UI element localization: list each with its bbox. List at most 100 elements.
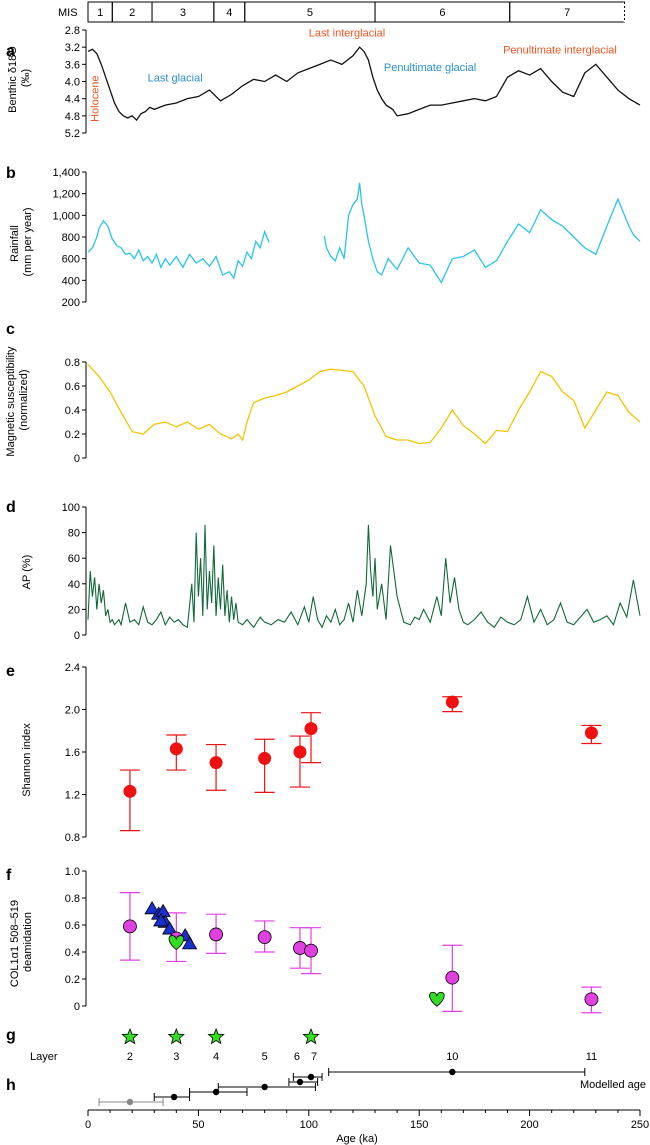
y-tick-label-d: 80 bbox=[68, 528, 80, 540]
y-tick-label-f: 1.0 bbox=[65, 866, 80, 878]
age-point bbox=[296, 1078, 304, 1086]
ylabel-b: Rainfall (mm per year) bbox=[9, 207, 34, 276]
y-ticks-e: 0.8 1.2 1.6 2.0 2.4 bbox=[65, 662, 87, 844]
layer-labels: 2 3 4 5 6 7 10 11 bbox=[127, 1051, 597, 1063]
mis-stage-6: 6 bbox=[439, 7, 445, 19]
x-tick-label: 0 bbox=[85, 1119, 91, 1131]
y-tick-label-c: 0.4 bbox=[65, 405, 80, 417]
panel-letter-h: h bbox=[6, 1077, 16, 1094]
y-tick-label-b: 1,200 bbox=[52, 189, 80, 201]
layer-label: Layer bbox=[30, 1051, 58, 1063]
ylabel-c: Magnetic susceptibility (normalized) bbox=[5, 343, 30, 456]
y-tick-label-a: 5.2 bbox=[65, 128, 80, 140]
panel-letter-d: d bbox=[6, 499, 16, 516]
panel-letter-e: e bbox=[6, 663, 15, 680]
y-tick-label-d: 0 bbox=[74, 630, 80, 642]
layer-label-7: 7 bbox=[311, 1051, 317, 1063]
heart-marker bbox=[429, 991, 445, 1007]
ylabel-a: Benthic δ18O (‰) bbox=[7, 43, 32, 113]
y-tick-label-d: 100 bbox=[62, 502, 80, 514]
age-point bbox=[170, 1093, 178, 1101]
point-deamidation bbox=[123, 919, 137, 934]
line-magnetic-susceptibility bbox=[87, 363, 641, 445]
x-tick-label: 50 bbox=[192, 1119, 204, 1131]
x-axis: 0 50 100 150 200 250 bbox=[85, 1109, 649, 1131]
panel-letter-g: g bbox=[6, 1027, 16, 1044]
ylabel-f-line1: COL1α1 508–519 bbox=[9, 900, 21, 987]
y-tick-label-a: 4.4 bbox=[65, 94, 80, 106]
mis-stage-boxes: 1 2 3 4 5 6 7 bbox=[87, 1, 626, 23]
point-shannon bbox=[304, 722, 318, 736]
age-point bbox=[126, 1098, 134, 1106]
y-tick-label-b: 800 bbox=[62, 232, 80, 244]
age-point bbox=[449, 1068, 456, 1076]
mis-stage-5: 5 bbox=[307, 7, 313, 19]
panel-letter-c: c bbox=[6, 321, 15, 338]
y-tick-label-a: 3.2 bbox=[65, 42, 80, 54]
layer-label-5: 5 bbox=[262, 1051, 268, 1063]
y-tick-label-e: 1.6 bbox=[65, 747, 80, 759]
line-benthic-d18o bbox=[87, 46, 641, 122]
triangle-marker bbox=[161, 921, 178, 935]
mis-label: MIS bbox=[58, 7, 78, 19]
triangle-marker bbox=[153, 913, 169, 927]
mis-stage-1: 1 bbox=[97, 7, 103, 19]
ylabel-e: Shannon index bbox=[21, 723, 33, 797]
point-shannon bbox=[445, 695, 459, 709]
x-tick-label: 250 bbox=[631, 1119, 649, 1131]
y-tick-label-b: 600 bbox=[62, 254, 80, 266]
y-tick-label-e: 1.2 bbox=[65, 790, 80, 802]
ylabel-a-line2: (‰) bbox=[20, 69, 32, 87]
y-tick-label-f: 0.4 bbox=[65, 947, 80, 959]
layer-label-6: 6 bbox=[294, 1051, 300, 1063]
y-tick-label-b: 1,000 bbox=[52, 210, 80, 222]
annotation-last-glacial: Last glacial bbox=[148, 73, 203, 85]
panel-letter-a: a bbox=[6, 43, 15, 60]
y-tick-label-a: 3.6 bbox=[65, 59, 80, 71]
y-tick-label-c: 0.8 bbox=[65, 357, 80, 369]
y-ticks-a: 2.8 3.2 3.6 4.0 4.4 4.8 5.2 bbox=[65, 25, 87, 140]
line-arboreal-pollen bbox=[87, 524, 641, 629]
triangle-marker bbox=[144, 901, 160, 915]
ylabel-f: COL1α1 508–519 deamidation bbox=[9, 897, 34, 987]
x-tick-label: 150 bbox=[410, 1119, 428, 1131]
age-point bbox=[212, 1088, 220, 1096]
series-arboreal-pollen bbox=[87, 524, 641, 629]
y-tick-label-e: 2.0 bbox=[65, 705, 80, 717]
point-shannon bbox=[209, 756, 223, 770]
layer-label-4: 4 bbox=[213, 1051, 219, 1063]
y-tick-label-a: 4.0 bbox=[65, 77, 80, 89]
y-tick-label-d: 40 bbox=[68, 579, 80, 591]
y-ticks-c: 0 0.2 0.4 0.6 0.8 bbox=[65, 357, 87, 465]
ylabel-f-line2: deamidation bbox=[22, 912, 34, 972]
series-magnetic-susceptibility bbox=[87, 363, 641, 445]
layer-label-3: 3 bbox=[173, 1051, 179, 1063]
x-tick-label: 200 bbox=[520, 1119, 538, 1131]
triangle-marker bbox=[181, 936, 198, 950]
point-deamidation bbox=[584, 992, 599, 1007]
x-tick-label: 100 bbox=[300, 1119, 318, 1131]
y-tick-label-d: 60 bbox=[68, 553, 80, 565]
star-marker bbox=[302, 1027, 320, 1045]
y-tick-label-b: 200 bbox=[62, 297, 80, 309]
star-marker bbox=[207, 1027, 225, 1045]
layer-label-11: 11 bbox=[586, 1051, 597, 1063]
x-axis-label: Age (ka) bbox=[336, 1133, 378, 1145]
ylabel-b-line2: (mm per year) bbox=[22, 207, 34, 276]
point-deamidation bbox=[257, 930, 272, 945]
point-shannon bbox=[293, 745, 307, 759]
y-tick-label-f: 0.6 bbox=[65, 920, 80, 932]
layer-label-10: 10 bbox=[446, 1051, 458, 1063]
y-ticks-b: 200 400 600 800 1,000 1,200 1,400 bbox=[52, 167, 87, 309]
point-shannon bbox=[169, 742, 183, 756]
panel-letter-f: f bbox=[6, 867, 12, 884]
y-tick-label-f: 0.2 bbox=[65, 974, 80, 986]
modelled-age-label: Modelled age bbox=[580, 1079, 646, 1091]
y-tick-label-c: 0.2 bbox=[65, 429, 80, 441]
y-ticks-f: 0 0.2 0.4 0.6 0.8 1.0 bbox=[65, 866, 87, 1013]
ylabel-c-line1: Magnetic susceptibility bbox=[5, 346, 17, 457]
line-rainfall-segment-2 bbox=[323, 182, 641, 284]
mis-stage-2: 2 bbox=[129, 7, 135, 19]
